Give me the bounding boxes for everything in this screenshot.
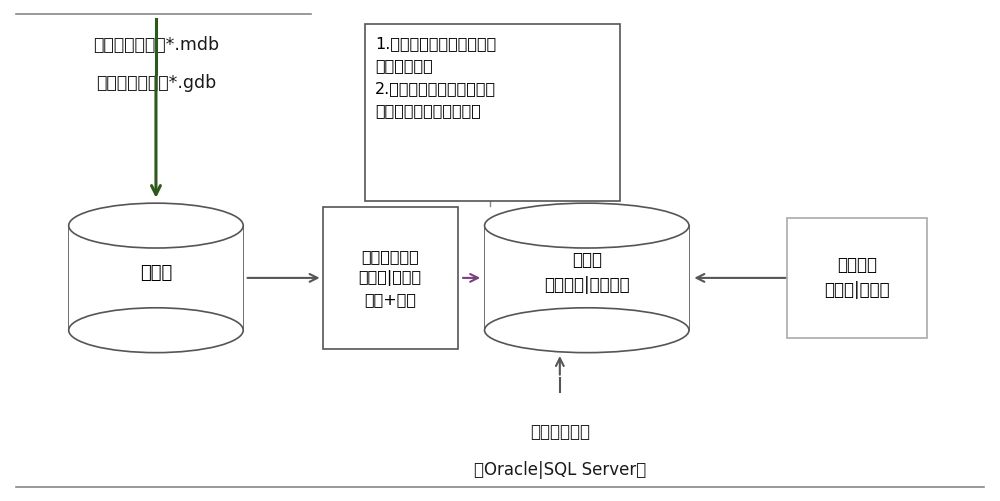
- Bar: [69, 225, 243, 330]
- Ellipse shape: [70, 205, 242, 246]
- Bar: [323, 207, 458, 349]
- Ellipse shape: [69, 308, 243, 353]
- Text: （Oracle|SQL Server）: （Oracle|SQL Server）: [474, 461, 646, 479]
- Text: 要素编辑
（微量|个别）: 要素编辑 （微量|个别）: [824, 257, 890, 300]
- Text: 运行库
（生成库|成果库）: 运行库 （生成库|成果库）: [544, 251, 630, 294]
- Text: 文件地理数据库*.gdb: 文件地理数据库*.gdb: [96, 74, 216, 92]
- Text: 临时库: 临时库: [140, 264, 172, 282]
- Bar: [787, 218, 927, 338]
- Bar: [485, 225, 689, 330]
- Text: 1.数据导入过程中，增加系
统编码字段。
2.图层导入可以肢解为创建
图层以后，再要素导入。: 1.数据导入过程中，增加系 统编码字段。 2.图层导入可以肢解为创建 图层以后，…: [375, 36, 497, 118]
- Ellipse shape: [485, 203, 689, 248]
- Text: 个人地理数据库*.mdb: 个人地理数据库*.mdb: [93, 36, 219, 54]
- Ellipse shape: [486, 205, 687, 246]
- Ellipse shape: [69, 203, 243, 248]
- Text: 数据库服务器: 数据库服务器: [530, 423, 590, 441]
- Text: 要素数据导入
（新增|追加）
过滤+归整: 要素数据导入 （新增|追加） 过滤+归整: [359, 249, 422, 307]
- Bar: [365, 24, 620, 201]
- Ellipse shape: [485, 308, 689, 353]
